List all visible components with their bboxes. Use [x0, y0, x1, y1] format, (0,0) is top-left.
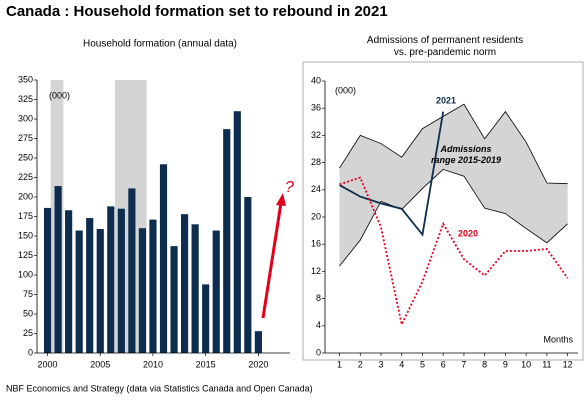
y-tick-label: 275 — [18, 133, 33, 143]
band-lower — [339, 168, 568, 267]
x-tick-label: 8 — [482, 359, 487, 369]
y-tick-label: 16 — [311, 239, 321, 249]
y-tick-label: 36 — [311, 103, 321, 113]
bar — [233, 111, 241, 353]
bar — [223, 129, 231, 353]
x-tick-label: 10 — [521, 359, 531, 369]
bar — [43, 207, 52, 353]
bar — [86, 218, 94, 353]
y-tick-label: 350 — [18, 74, 33, 84]
y-tick-label: 40 — [311, 75, 321, 85]
y-tick-label: 100 — [18, 269, 33, 279]
y-tick-label: 20 — [311, 211, 321, 221]
series-label: 2021 — [436, 95, 456, 105]
bar — [170, 246, 178, 353]
footer: NBF Economics and Strategy (data via Sta… — [6, 383, 313, 393]
bar — [96, 228, 104, 353]
x-tick-label: 6 — [441, 359, 446, 369]
y-tick-label: 50 — [23, 308, 33, 318]
label-line: Admissions — [439, 144, 491, 154]
bar — [202, 284, 210, 353]
x-tick-label: 12 — [563, 359, 573, 369]
bar — [159, 164, 168, 353]
y-tick-label: 28 — [311, 157, 321, 167]
x-tick-label: 2005 — [90, 359, 110, 369]
arrow-shaft — [261, 202, 283, 319]
bar — [212, 230, 220, 353]
band-upper — [339, 103, 568, 185]
y-tick-label: 8 — [316, 293, 321, 303]
chart-title: Admissions of permanent residents vs. pre… — [367, 35, 523, 58]
y-tick-label: 300 — [18, 113, 33, 123]
x-tick-label: 2020 — [248, 359, 268, 369]
title-line: vs. pre-pandemic norm — [394, 47, 496, 58]
band-fill — [339, 104, 568, 266]
y-tick-label: 4 — [316, 320, 321, 330]
y-tick-label: 25 — [23, 328, 33, 338]
y-tick-label: 150 — [18, 230, 33, 240]
unit-label: (000) — [49, 90, 70, 100]
bar — [191, 224, 199, 353]
y-tick-label: 24 — [311, 184, 321, 194]
x-tick-label: 7 — [461, 359, 466, 369]
y-tick-label: 175 — [18, 211, 33, 221]
x-tick-label: 2015 — [196, 359, 216, 369]
x-tick-label: 2000 — [38, 359, 58, 369]
annotation: ? — [285, 179, 294, 196]
bar — [254, 331, 262, 353]
arrow-head — [276, 193, 286, 206]
y-tick-label: 32 — [311, 130, 321, 140]
x-tick-label: 9 — [503, 359, 508, 369]
x-tick-label: 4 — [399, 359, 404, 369]
panel-frame — [302, 61, 584, 361]
series-line — [339, 176, 569, 328]
y-tick-label: 75 — [23, 289, 33, 299]
y-tick-label: 250 — [18, 152, 33, 162]
unit-label: (000) — [335, 85, 356, 95]
x-tick-label: 5 — [420, 359, 425, 369]
y-tick-label: 0 — [316, 347, 321, 357]
y-tick-label: 200 — [18, 191, 33, 201]
bar — [149, 219, 157, 353]
bar — [244, 197, 252, 353]
bar — [128, 188, 136, 353]
x-tick-label: 11 — [542, 359, 551, 369]
bar — [138, 228, 147, 353]
label-line: range 2015-2019 — [431, 155, 501, 165]
x-tick-label: 1 — [337, 359, 342, 369]
bar — [107, 206, 115, 353]
y-tick-label: 0 — [28, 347, 33, 357]
bar — [117, 208, 125, 353]
chart-title: Household formation (annual data) — [83, 39, 237, 50]
bar — [65, 210, 73, 353]
bar — [54, 186, 62, 353]
x-axis-label: Months — [543, 334, 573, 344]
y-tick-label: 225 — [18, 172, 33, 182]
x-tick-label: 3 — [378, 359, 383, 369]
x-tick-label: 2 — [358, 359, 363, 369]
title-line: Admissions of permanent residents — [367, 35, 523, 46]
bar — [180, 214, 189, 353]
bar — [75, 230, 83, 353]
series-line — [339, 111, 445, 237]
x-tick-label: 2010 — [143, 359, 163, 369]
y-tick-label: 12 — [311, 266, 321, 276]
y-tick-label: 125 — [18, 250, 33, 260]
band-label: Admissions range 2015-2019 — [431, 144, 501, 165]
series-label: 2020 — [458, 228, 478, 238]
y-tick-label: 325 — [18, 94, 33, 104]
page-title: Canada : Household formation set to rebo… — [6, 3, 388, 20]
